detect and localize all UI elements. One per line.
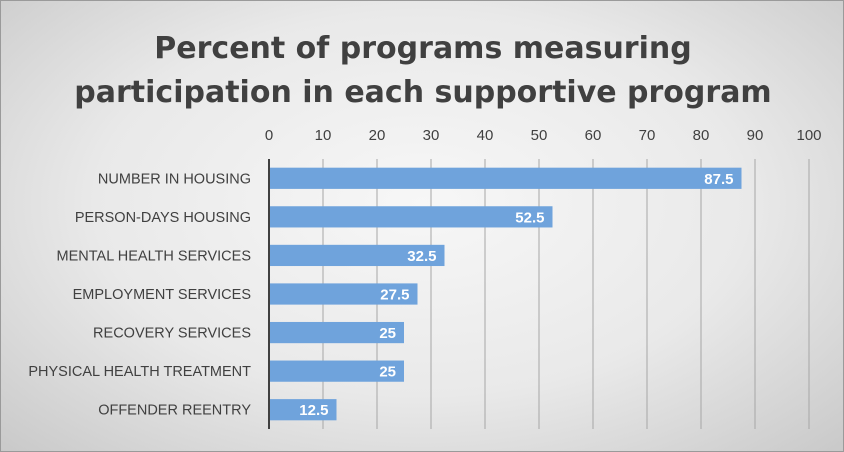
x-tick-label: 30 xyxy=(423,127,440,144)
category-label: RECOVERY SERVICES xyxy=(93,326,251,342)
data-label: 32.5 xyxy=(407,248,436,265)
x-tick-label: 70 xyxy=(639,127,656,144)
category-label: MENTAL HEALTH SERVICES xyxy=(57,248,251,264)
x-tick-label: 10 xyxy=(315,127,332,144)
data-label: 12.5 xyxy=(299,402,328,419)
chart-title-line-2: participation in each supportive program xyxy=(74,75,772,110)
category-label: PERSON-DAYS HOUSING xyxy=(75,210,251,226)
category-label: PHYSICAL HEALTH TREATMENT xyxy=(28,364,251,380)
x-tick-label: 50 xyxy=(531,127,548,144)
x-tick-label: 0 xyxy=(265,127,273,144)
bar xyxy=(270,283,418,305)
category-label: EMPLOYMENT SERVICES xyxy=(73,287,251,303)
x-tick-label: 80 xyxy=(693,127,710,144)
x-tick-label: 20 xyxy=(369,127,386,144)
data-label: 25 xyxy=(379,325,396,342)
bar xyxy=(270,244,445,267)
bar xyxy=(270,167,742,189)
x-tick-label: 60 xyxy=(585,127,602,144)
bar xyxy=(270,399,337,421)
data-label: 27.5 xyxy=(380,287,409,304)
data-label: 25 xyxy=(379,364,396,381)
x-tick-label: 90 xyxy=(747,127,764,144)
bar xyxy=(270,321,404,344)
chart-title-line-1: Percent of programs measuring xyxy=(154,31,692,66)
bar xyxy=(270,360,404,382)
chart-title: Percent of programs measuring participat… xyxy=(1,27,844,115)
x-tick-label: 40 xyxy=(477,127,494,144)
data-label: 52.5 xyxy=(515,209,544,226)
category-label: NUMBER IN HOUSING xyxy=(98,171,251,187)
category-label: OFFENDER REENTRY xyxy=(98,403,251,419)
bar xyxy=(270,206,553,228)
x-tick-label: 100 xyxy=(796,127,821,144)
data-label: 87.5 xyxy=(704,171,733,188)
